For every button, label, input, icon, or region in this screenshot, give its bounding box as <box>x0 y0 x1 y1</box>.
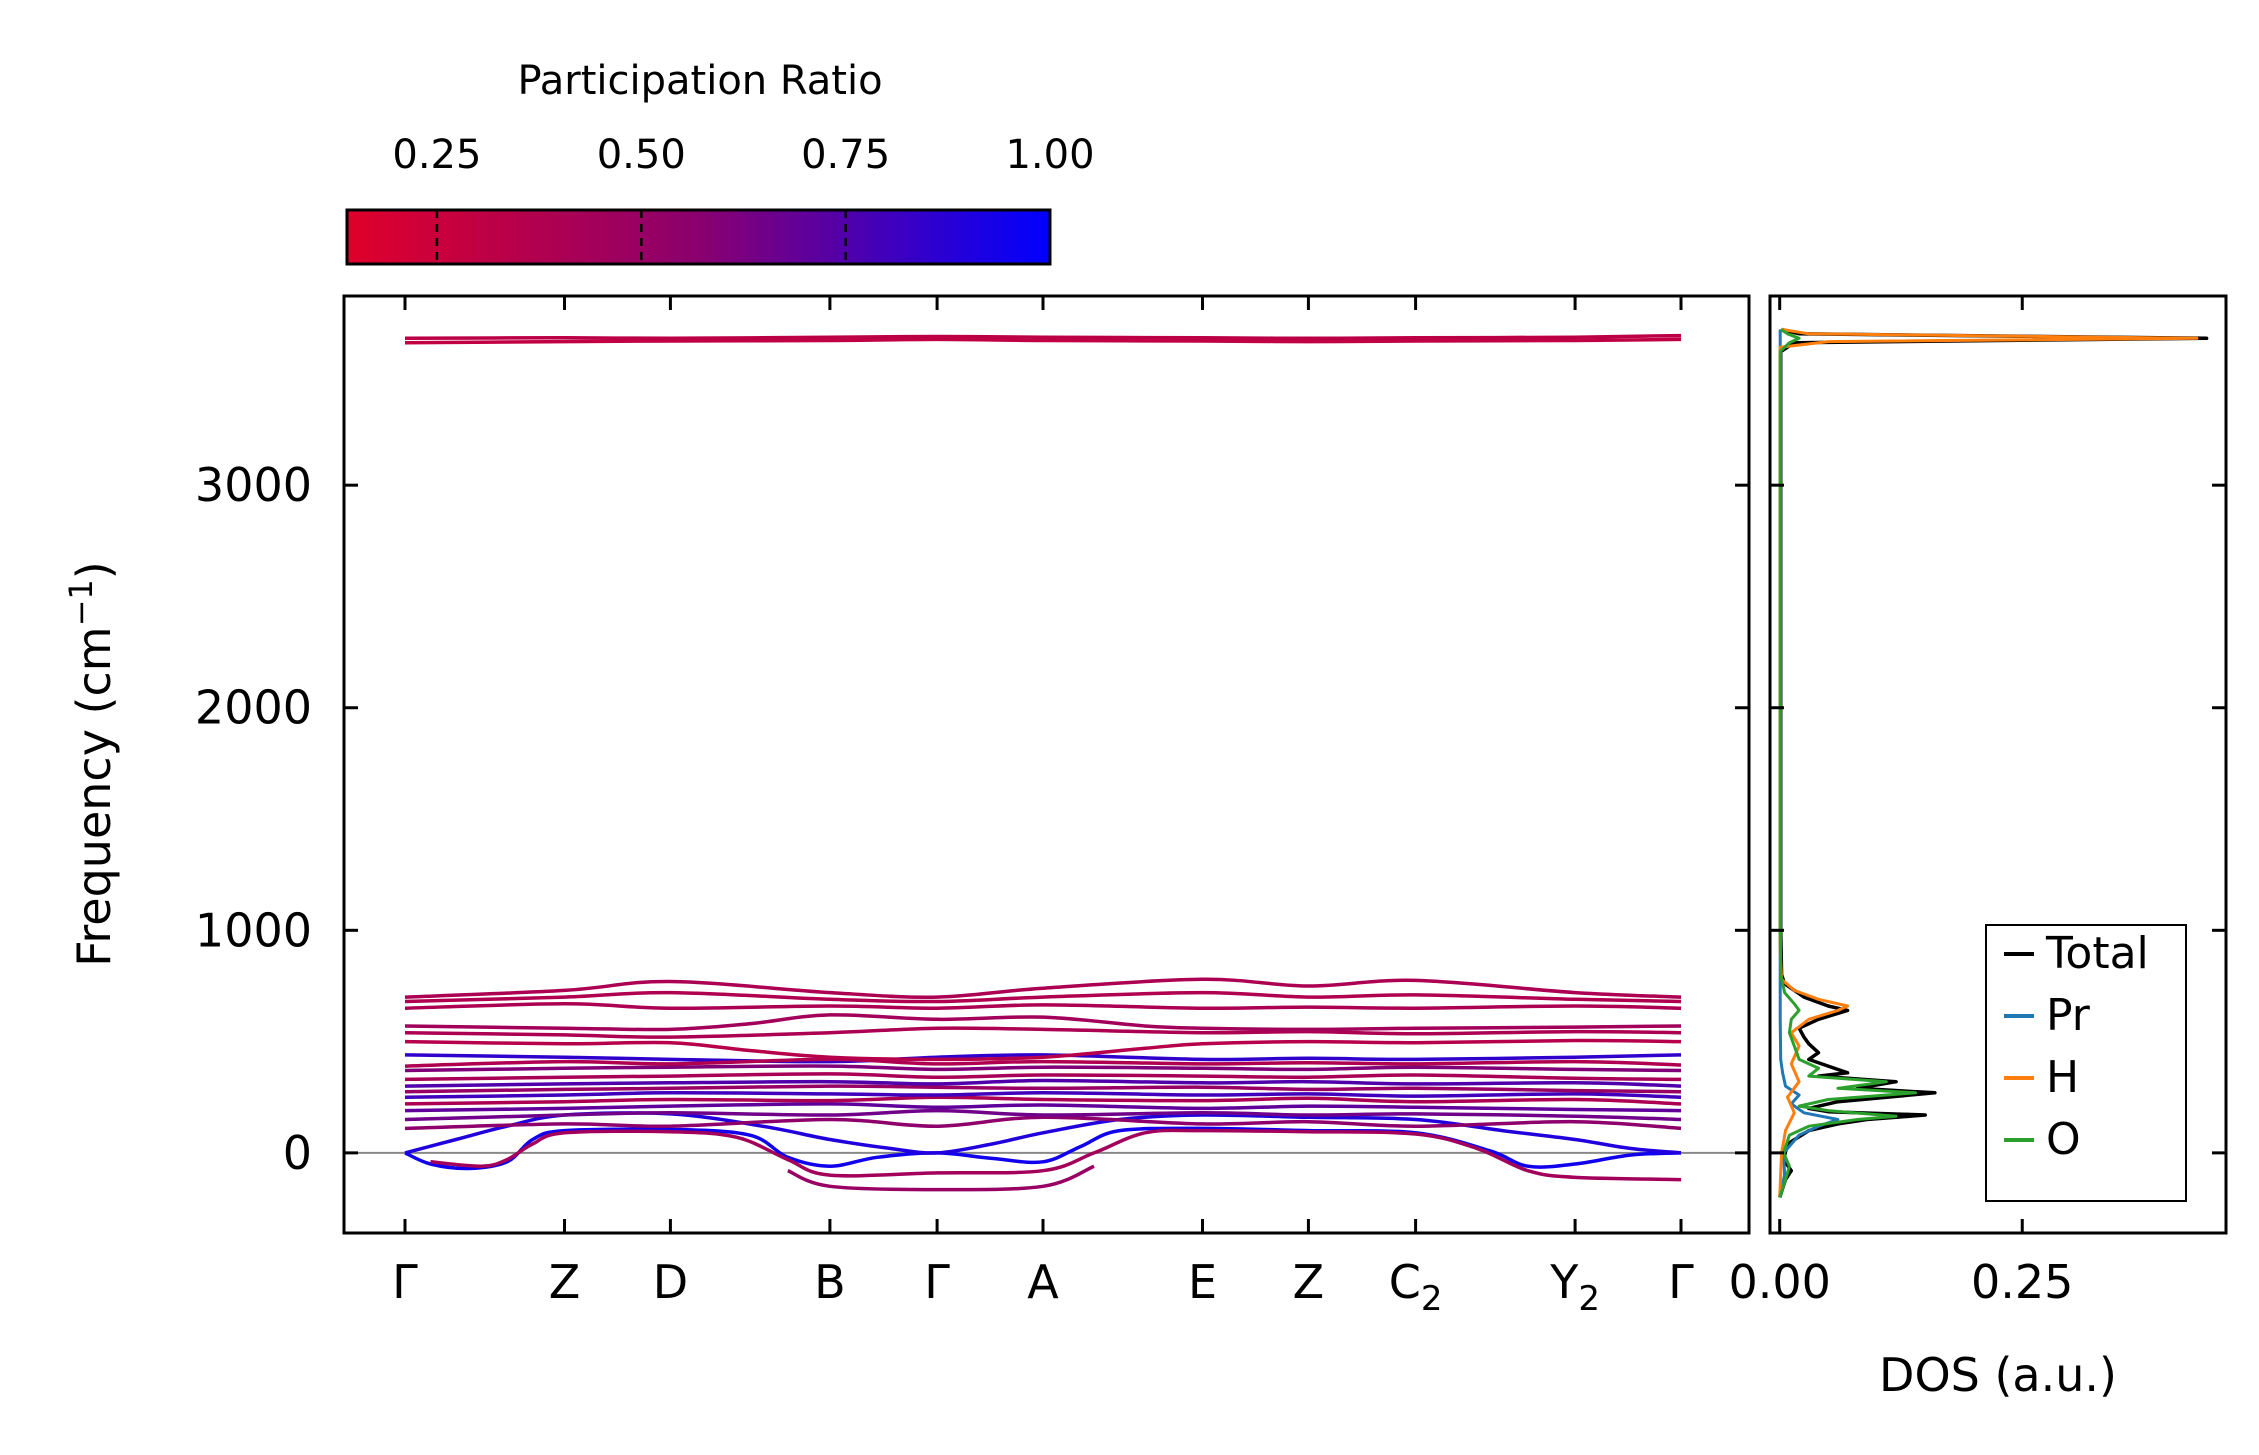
k-point-symbol: A <box>1027 1255 1059 1309</box>
y-axis-label: Frequency (cm−1) <box>62 561 121 966</box>
y-tick-label: 1000 <box>195 903 312 957</box>
k-point-label: Y2 <box>1549 1255 1600 1319</box>
band-band-9 <box>404 1091 1682 1099</box>
colorbar: Participation Ratio 0.25 0.50 0.75 1.00 <box>345 58 1095 266</box>
band-band-12 <box>404 1072 1682 1082</box>
band-k-path-axis: Γ Z D B Γ A E Z C2 Y2 Γ <box>392 296 1694 1319</box>
k-point-label: D <box>653 1255 688 1309</box>
dos-x-tick-label: 0.25 <box>1971 1255 2073 1309</box>
dos-x-tick-label: 0.00 <box>1728 1255 1830 1309</box>
band-band-6 <box>404 1108 1682 1122</box>
y-axis-label-main: Frequency (cm <box>67 626 121 966</box>
y-tick-label: 0 <box>283 1126 312 1180</box>
dos-x-axis-label: DOS (a.u.) <box>1879 1348 2117 1402</box>
band-band-21 <box>404 977 1682 999</box>
legend-label: Total <box>2045 928 2149 979</box>
band-band-15 <box>404 1057 1682 1068</box>
k-point-symbol: Z <box>1293 1255 1325 1309</box>
k-point-label: C2 <box>1389 1255 1443 1319</box>
band-band-17 <box>404 1026 1682 1039</box>
k-point-subscript: 2 <box>1578 1279 1600 1319</box>
k-point-symbol: E <box>1188 1255 1217 1309</box>
band-band-20 <box>404 990 1682 1004</box>
band-band-19 <box>404 1002 1682 1011</box>
k-point-symbol: B <box>814 1255 846 1309</box>
k-point-symbol: D <box>653 1255 688 1309</box>
k-point-symbol: Z <box>549 1255 581 1309</box>
dos-legend: Total Pr HO <box>1985 924 2187 1202</box>
band-OH-stretch-1 <box>404 337 1682 345</box>
band-acoustic-3 <box>430 1128 1682 1182</box>
band-OH-stretch-2 <box>404 333 1682 341</box>
legend-frame <box>1985 924 2187 1202</box>
k-point-subscript: 2 <box>1421 1279 1443 1319</box>
dos-curves <box>1778 327 2209 1198</box>
colorbar-label: Participation Ratio <box>517 58 882 104</box>
dos-y-ticks <box>1770 483 2226 1155</box>
k-point-label: Γ <box>924 1255 950 1309</box>
band-band-11 <box>404 1078 1682 1088</box>
dos-panel: 0.00 0.25 DOS (a.u.) Total Pr HO <box>1728 294 2228 1402</box>
dos-curve-o <box>1778 328 1917 1198</box>
band-band-14 <box>404 1053 1682 1064</box>
k-point-symbol: Γ <box>924 1255 950 1309</box>
k-point-label: B <box>814 1255 846 1309</box>
dos-curve-pr <box>1778 329 1840 1198</box>
y-tick-label: 2000 <box>195 681 312 735</box>
y-axis-label-close: ) <box>67 561 121 579</box>
legend-label: H <box>2046 1052 2079 1103</box>
band-plot-frame <box>342 294 1751 1235</box>
legend-label: Pr <box>2046 990 2091 1041</box>
band-acoustic-4 <box>787 1164 1095 1192</box>
dos-plot-frame <box>1768 294 2228 1235</box>
band-band-7 <box>404 1102 1682 1113</box>
band-band-13 <box>404 1064 1682 1073</box>
band-band-5 <box>404 1115 1682 1131</box>
band-acoustic-1 <box>404 1126 1682 1171</box>
band-band-10 <box>404 1084 1682 1094</box>
colorbar-ticks: 0.25 0.50 0.75 1.00 <box>392 132 1095 264</box>
band-band-16 <box>404 1038 1682 1062</box>
colorbar-tick-label: 0.50 <box>597 132 686 178</box>
legend-label: O <box>2046 1114 2081 1165</box>
colorbar-tick-label: 1.00 <box>1005 132 1094 178</box>
k-point-label: Z <box>549 1255 581 1309</box>
dos-x-axis: 0.00 0.25 <box>1728 296 2073 1309</box>
k-point-label: Γ <box>1668 1255 1694 1309</box>
k-point-symbol: C <box>1389 1255 1421 1309</box>
k-point-symbol: Y <box>1549 1255 1579 1309</box>
k-point-symbol: Γ <box>1668 1255 1694 1309</box>
phonon-bands <box>404 333 1682 1192</box>
band-band-18 <box>404 1013 1682 1032</box>
colorbar-tick-label: 0.75 <box>801 132 890 178</box>
k-point-label: A <box>1027 1255 1059 1309</box>
y-tick-label: 3000 <box>195 458 312 512</box>
k-point-label: Γ <box>392 1255 418 1309</box>
k-point-symbol: Γ <box>392 1255 418 1309</box>
colorbar-tick-label: 0.25 <box>392 132 481 178</box>
k-point-label: E <box>1188 1255 1217 1309</box>
colorbar-gradient <box>345 208 1052 266</box>
band-y-axis: 0 1000 2000 3000 <box>195 458 1749 1180</box>
k-point-label: Z <box>1293 1255 1325 1309</box>
dos-curve-h <box>1778 327 2199 1198</box>
y-axis-label-superscript: −1 <box>62 579 100 626</box>
band-band-8 <box>404 1095 1682 1106</box>
